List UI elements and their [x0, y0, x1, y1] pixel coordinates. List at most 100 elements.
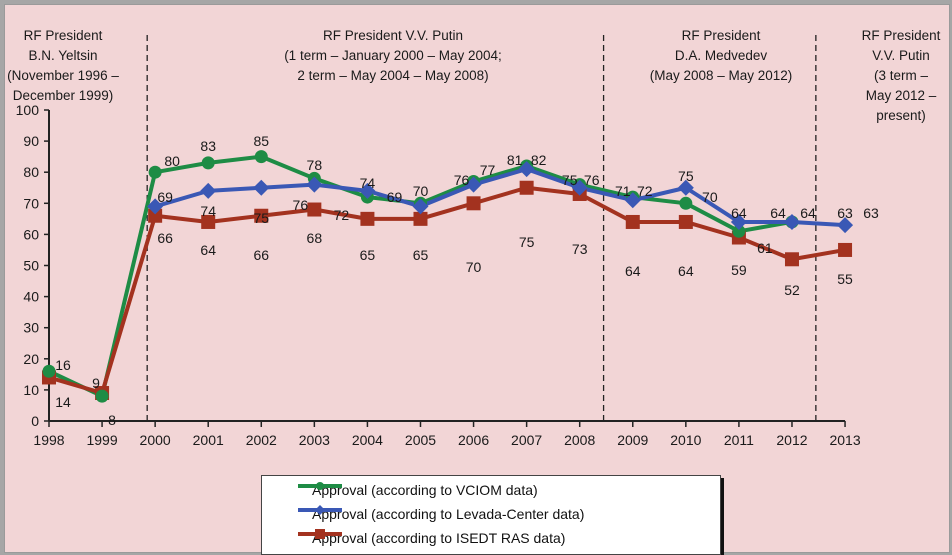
data-label: 82 — [531, 152, 547, 168]
data-point-levada — [837, 217, 854, 234]
data-point-isedt — [307, 202, 322, 217]
data-label: 69 — [387, 189, 403, 205]
x-tick-label: 2006 — [458, 432, 489, 448]
data-point-isedt — [678, 214, 693, 229]
data-label: 9 — [92, 375, 100, 391]
data-label: 70 — [413, 183, 429, 199]
data-label: 76 — [584, 172, 600, 188]
y-tick-label: 80 — [23, 164, 39, 180]
data-point-vciom — [732, 224, 746, 238]
president-period-annotation: D.A. Medvedev — [675, 48, 768, 63]
series-line-levada — [154, 167, 846, 228]
president-period-annotation: present) — [876, 108, 926, 123]
data-point-vciom — [679, 196, 693, 210]
legend-item-vciom: Approval (according to VCIOM data) — [298, 480, 538, 500]
data-label: 78 — [307, 157, 323, 173]
data-point-isedt — [625, 214, 640, 229]
legend-label-vciom: Approval (according to VCIOM data) — [312, 482, 538, 498]
president-period-annotation: (3 term – — [874, 68, 929, 83]
data-label: 61 — [757, 240, 773, 256]
data-point-levada — [783, 213, 800, 230]
president-period-annotation: (1 term – January 2000 – May 2004; — [284, 48, 502, 63]
data-point-isedt — [413, 211, 428, 226]
data-label: 81 — [507, 152, 523, 168]
data-label: 73 — [572, 241, 588, 257]
president-period-annotation: RF President V.V. Putin — [323, 28, 463, 43]
president-period-annotation: V.V. Putin — [872, 48, 930, 63]
data-label: 72 — [334, 207, 350, 223]
data-label: 64 — [731, 205, 747, 221]
approval-line-chart: 0 10 20 30 40 50 60 70 80 90 100 1998 1999 2000 2001 20… — [7, 28, 941, 448]
data-point-isedt — [360, 211, 375, 226]
data-label: 14 — [55, 394, 71, 410]
data-label: 66 — [253, 247, 269, 263]
y-tick-label: 60 — [23, 226, 39, 242]
data-point-vciom — [95, 389, 109, 403]
data-point-levada — [518, 161, 535, 178]
president-period-annotation: (May 2008 – May 2012) — [650, 68, 793, 83]
data-label: 75 — [678, 168, 694, 184]
x-tick-label: 2009 — [617, 432, 648, 448]
president-period-annotation: (November 1996 – — [7, 68, 119, 83]
data-label: 70 — [466, 259, 482, 275]
data-label: 69 — [157, 189, 173, 205]
data-label: 68 — [307, 230, 323, 246]
president-period-annotation: May 2012 – — [866, 88, 937, 103]
data-point-levada — [306, 176, 323, 193]
y-tick-label: 90 — [23, 133, 39, 149]
data-point-vciom — [254, 150, 268, 164]
data-point-levada — [200, 182, 217, 199]
y-tick-label: 20 — [23, 351, 39, 367]
data-point-levada — [147, 198, 164, 215]
x-tick-label: 2003 — [299, 432, 330, 448]
data-point-isedt — [784, 252, 799, 267]
data-label: 71 — [615, 183, 631, 199]
data-point-levada — [677, 179, 694, 196]
y-tick-label: 50 — [23, 258, 39, 274]
legend-swatch-isedt — [298, 529, 342, 539]
data-label: 63 — [863, 205, 879, 221]
data-label: 16 — [55, 357, 71, 373]
legend-swatch-levada — [298, 505, 342, 515]
x-tick-label: 2013 — [829, 432, 860, 448]
president-period-annotation: 2 term – May 2004 – May 2008) — [297, 68, 488, 83]
president-period-annotation: December 1999) — [13, 88, 114, 103]
data-label: 76 — [293, 197, 309, 213]
legend-swatch-vciom — [298, 482, 342, 490]
y-tick-label: 30 — [23, 320, 39, 336]
data-label: 63 — [837, 205, 853, 221]
legend-label-levada: Approval (according to Levada-Center dat… — [312, 506, 585, 522]
data-point-isedt — [519, 180, 534, 195]
data-label: 64 — [625, 263, 641, 279]
president-period-annotation: RF President — [682, 28, 761, 43]
data-point-levada — [571, 179, 588, 196]
data-point-vciom — [148, 165, 162, 179]
chart-frame: 0 10 20 30 40 50 60 70 80 90 100 1998 1999 2000 2001 20… — [4, 4, 950, 555]
legend-item-isedt: Approval (according to ISEDT RAS data) — [298, 528, 565, 548]
data-label: 52 — [784, 282, 800, 298]
x-tick-label: 2007 — [511, 432, 542, 448]
data-label: 75 — [253, 210, 269, 226]
series-line-isedt — [48, 185, 846, 396]
x-tick-label: 2012 — [776, 432, 807, 448]
data-point-vciom — [42, 364, 56, 378]
data-point-levada — [253, 179, 270, 196]
x-tick-label: 2005 — [405, 432, 436, 448]
x-tick-label: 1999 — [86, 432, 117, 448]
chart-legend: Approval (according to VCIOM data) Appro… — [261, 475, 721, 555]
data-label: 80 — [164, 153, 180, 169]
data-label: 77 — [480, 162, 496, 178]
legend-label-isedt: Approval (according to ISEDT RAS data) — [312, 530, 566, 546]
data-label: 76 — [454, 172, 470, 188]
data-point-vciom — [201, 156, 215, 170]
data-label: 75 — [519, 234, 535, 250]
data-label: 74 — [360, 175, 376, 191]
data-point-levada — [465, 176, 482, 193]
data-label: 64 — [678, 263, 694, 279]
y-tick-label: 100 — [16, 102, 40, 118]
data-label: 72 — [637, 183, 653, 199]
x-tick-label: 2002 — [246, 432, 277, 448]
president-period-annotation: RF President — [24, 28, 103, 43]
data-point-isedt — [148, 208, 163, 223]
x-tick-label: 2011 — [724, 432, 754, 448]
